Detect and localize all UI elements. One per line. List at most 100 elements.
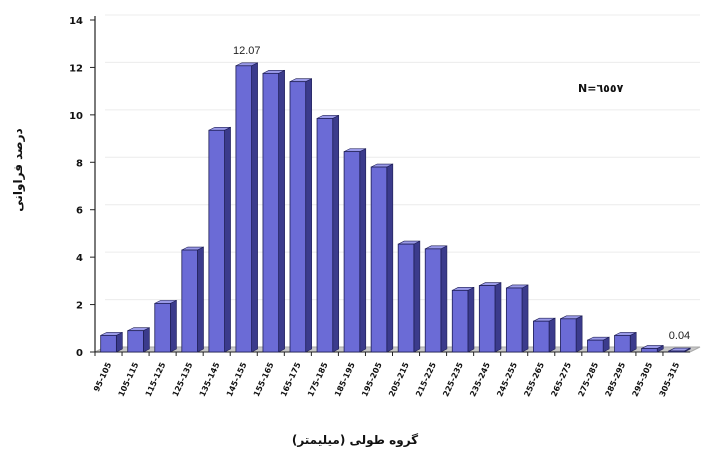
bar-side (224, 126, 231, 353)
bar-front (289, 81, 307, 353)
x-tick-label: 155-165 (252, 361, 276, 398)
y-tick-label: 14 (69, 16, 83, 27)
bar (505, 284, 529, 353)
bar (533, 317, 556, 353)
y-tick-label: 8 (76, 158, 83, 169)
bar-side (197, 246, 204, 353)
bar-side (548, 317, 556, 353)
bar-front (235, 65, 252, 353)
bar-front (641, 348, 658, 353)
bar-side (251, 62, 258, 353)
bar (181, 246, 204, 353)
bar (370, 163, 394, 353)
bar-front (343, 151, 361, 353)
x-tick-label: 145-155 (225, 361, 249, 398)
bar (424, 245, 448, 353)
bar-front (560, 318, 577, 353)
x-tick-label: 135-145 (198, 361, 222, 398)
bar (235, 62, 258, 353)
bar-front (668, 350, 685, 353)
bar-front (451, 289, 469, 353)
x-tick-label: 175-185 (306, 361, 330, 398)
bar-side (116, 331, 123, 353)
bar (343, 148, 367, 353)
y-axis-title: درصد فراوانی (11, 128, 26, 211)
bar (127, 327, 150, 353)
x-tick-label: 105-115 (117, 361, 141, 398)
x-tick-label: 275-285 (576, 361, 600, 398)
bar-front (127, 330, 144, 353)
bar-side (332, 114, 340, 353)
y-tick-label: 12 (69, 63, 83, 74)
x-tick-label: 225-235 (441, 361, 465, 398)
x-tick-label: 125-135 (171, 361, 195, 398)
bar (208, 126, 231, 353)
bar-front (478, 285, 496, 353)
bar-front (397, 243, 415, 353)
bar-front (614, 334, 631, 353)
bar-front (587, 339, 604, 353)
y-tick-label: 4 (76, 253, 83, 264)
bar (100, 331, 123, 353)
bar-side (413, 240, 421, 353)
bar (560, 315, 583, 353)
x-tick-label: 195-205 (360, 361, 384, 398)
x-tick-label: 285-295 (604, 361, 628, 398)
bar-side (629, 331, 637, 353)
bar-front (370, 166, 388, 353)
x-tick-label: 235-245 (468, 361, 492, 398)
bar (451, 286, 475, 353)
bar-front (533, 320, 550, 353)
x-tick-label: 95-105 (92, 361, 114, 393)
bar-front (262, 72, 280, 353)
data-label: 12.07 (233, 45, 261, 57)
bar (397, 240, 421, 353)
x-tick-label: 185-195 (333, 361, 357, 398)
bar-side (359, 148, 367, 353)
x-tick-label: 165-175 (279, 361, 303, 398)
bar-front (100, 334, 117, 353)
bar (289, 78, 312, 353)
bar-front (208, 129, 225, 353)
bar (478, 282, 502, 353)
bar (614, 331, 637, 353)
bar (668, 347, 691, 353)
bar (262, 69, 285, 353)
bar-front (316, 118, 334, 353)
bar-side (467, 286, 475, 353)
y-tick-label: 0 (76, 348, 83, 359)
x-tick-label: 215-225 (414, 361, 438, 398)
bar-side (278, 69, 285, 353)
y-tick-label: 2 (76, 301, 83, 312)
bar-front (505, 287, 523, 353)
bar-front (154, 302, 171, 353)
data-label: 0.04 (669, 330, 690, 342)
bar-side (170, 299, 177, 353)
y-tick-label: 10 (69, 111, 83, 122)
x-tick-label: 205-215 (387, 361, 411, 398)
x-axis-title: گروه طولی (میلیمتر) (292, 433, 418, 448)
bar-front (181, 249, 198, 353)
x-tick-label: 255-265 (522, 361, 546, 398)
bar-side (494, 282, 502, 353)
sample-size-annotation: N=٦٥٥٧ (578, 82, 624, 95)
bar-side (575, 315, 583, 353)
bar-side (440, 245, 448, 353)
bar-front (424, 248, 442, 353)
bars-layer (100, 62, 691, 353)
bar-side (305, 78, 312, 353)
bar-side (143, 327, 150, 353)
bar (641, 344, 664, 353)
x-tick-label: 115-125 (144, 361, 168, 398)
y-tick-label: 6 (76, 206, 83, 217)
x-tick-label: 295-305 (631, 361, 655, 398)
x-tick-label: 305-315 (658, 361, 682, 398)
bar (154, 299, 177, 353)
bar-side (521, 284, 529, 353)
x-tick-label: 245-255 (495, 361, 519, 398)
bar (587, 336, 610, 353)
bar (316, 114, 340, 353)
grid-layer (105, 14, 700, 301)
